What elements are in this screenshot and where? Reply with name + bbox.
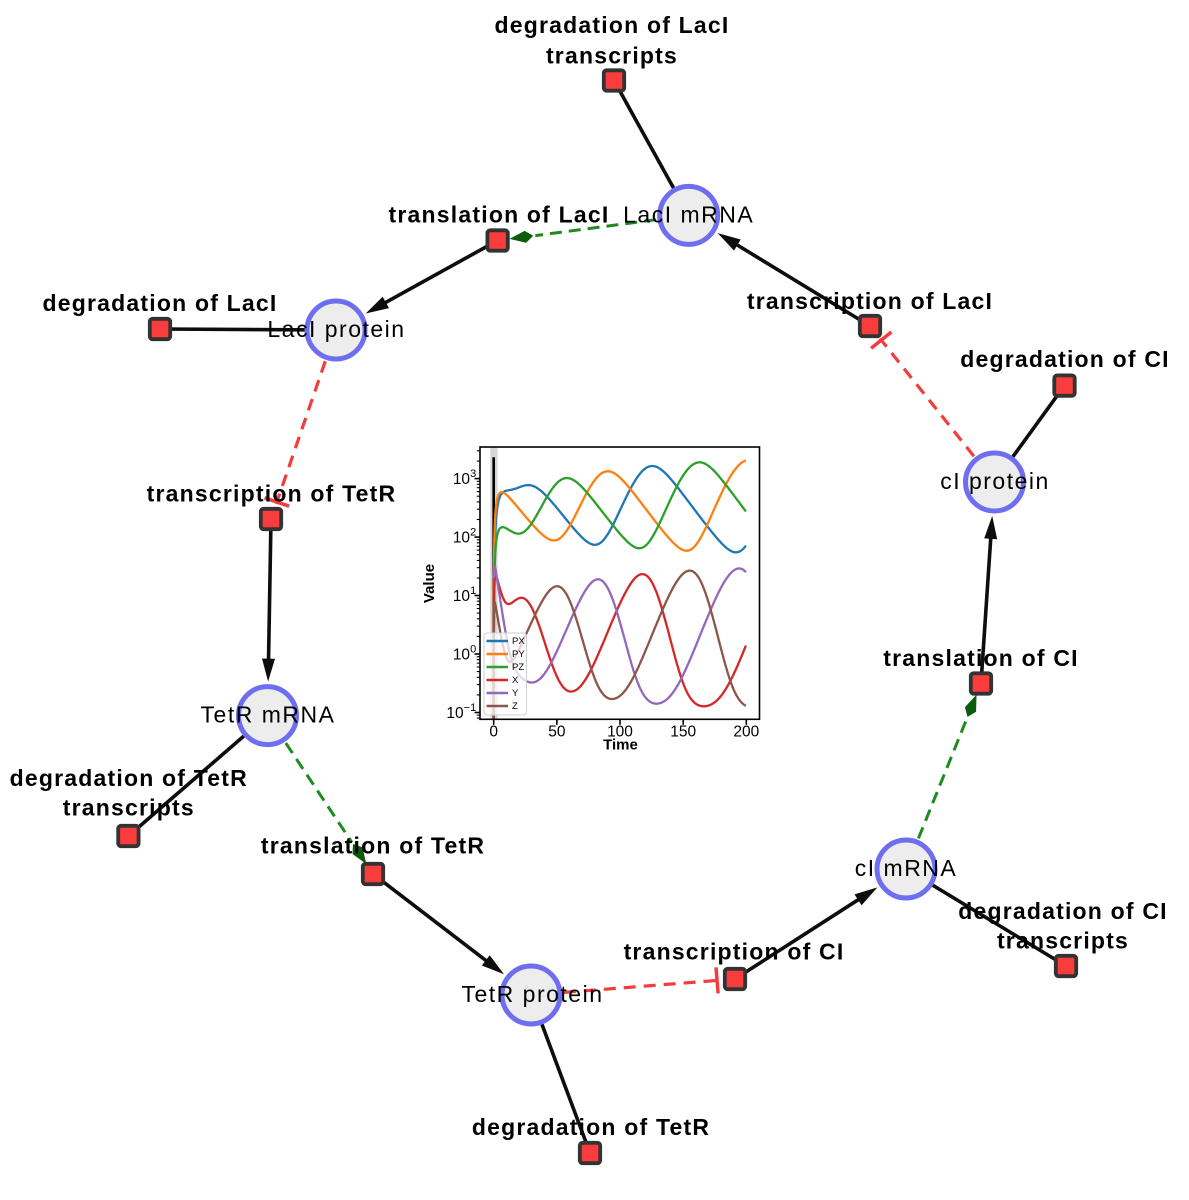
svg-text:degradation of CI: degradation of CI (958, 898, 1168, 924)
svg-text:transcripts: transcripts (546, 43, 678, 69)
svg-text:transcripts: transcripts (997, 928, 1129, 954)
svg-text:0: 0 (489, 724, 498, 741)
svg-text:150: 150 (670, 724, 696, 741)
svg-text:TetR mRNA: TetR mRNA (201, 702, 336, 728)
svg-text:degradation of TetR: degradation of TetR (472, 1114, 710, 1140)
svg-text:transcripts: transcripts (63, 795, 195, 821)
svg-text:200: 200 (733, 724, 759, 741)
svg-text:transcription of TetR: transcription of TetR (147, 480, 397, 506)
svg-text:PZ: PZ (512, 662, 524, 673)
svg-text:Time: Time (603, 737, 638, 754)
svg-text:translation of TetR: translation of TetR (261, 833, 485, 859)
svg-text:LacI mRNA: LacI mRNA (623, 201, 754, 227)
svg-text:50: 50 (548, 724, 566, 741)
svg-text:cI protein: cI protein (940, 468, 1050, 494)
svg-text:degradation of LacI: degradation of LacI (43, 290, 278, 316)
svg-text:X: X (512, 675, 519, 686)
svg-text:Y: Y (512, 688, 519, 699)
svg-text:TetR protein: TetR protein (461, 981, 603, 1007)
svg-text:PX: PX (512, 636, 525, 647)
svg-text:degradation of LacI: degradation of LacI (495, 12, 730, 38)
svg-text:Value: Value (421, 564, 438, 603)
svg-text:degradation of TetR: degradation of TetR (10, 765, 248, 791)
svg-text:cI mRNA: cI mRNA (855, 855, 958, 881)
svg-text:Z: Z (512, 701, 518, 712)
svg-text:transcription of LacI: transcription of LacI (747, 288, 993, 314)
svg-text:degradation of CI: degradation of CI (960, 346, 1170, 372)
svg-text:PY: PY (512, 649, 525, 660)
svg-text:translation of LacI: translation of LacI (389, 201, 610, 227)
svg-text:LacI protein: LacI protein (267, 316, 405, 342)
svg-text:transcription of CI: transcription of CI (624, 939, 845, 965)
svg-text:100: 100 (607, 724, 633, 741)
svg-text:translation of CI: translation of CI (883, 645, 1078, 671)
